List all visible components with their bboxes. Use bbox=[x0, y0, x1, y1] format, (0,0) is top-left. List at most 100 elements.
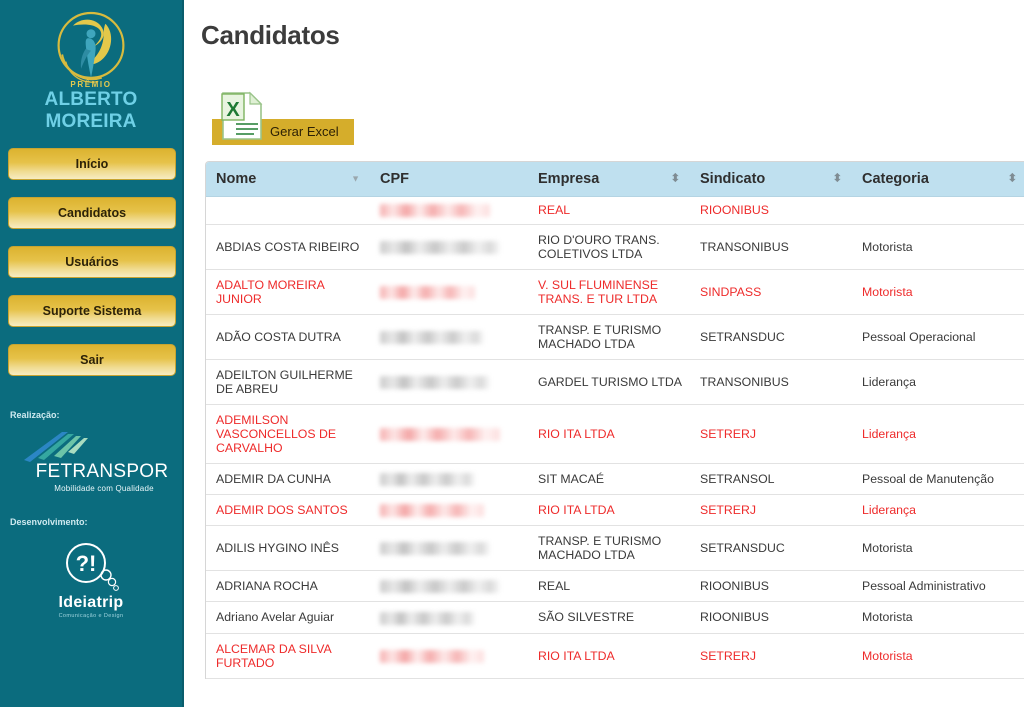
column-header-cpf[interactable]: CPF bbox=[370, 162, 528, 197]
svg-text:X: X bbox=[226, 99, 240, 121]
cell-sindicato: RIOONIBUS bbox=[690, 601, 852, 634]
cell-cpf bbox=[370, 224, 528, 270]
table-row[interactable]: ADEILTON GUILHERME DE ABREU GARDEL TURISM… bbox=[206, 359, 1024, 405]
sidebar-item-inicio[interactable]: Início bbox=[8, 148, 176, 180]
cell-cpf bbox=[370, 359, 528, 405]
column-header-categoria[interactable]: Categoria ⬍ bbox=[852, 162, 1024, 197]
sidebar-item-candidatos[interactable]: Candidatos bbox=[8, 197, 176, 229]
cell-empresa: SÃO SILVESTRE bbox=[528, 601, 690, 634]
table-row[interactable]: ADALTO MOREIRA JUNIOR V. SUL FLUMINENSE T… bbox=[206, 269, 1024, 315]
cell-categoria: Liderança bbox=[852, 404, 1024, 464]
cell-empresa: TRANSP. E TURISMO MACHADO LTDA bbox=[528, 314, 690, 360]
cell-empresa: SIT MACAÉ bbox=[528, 463, 690, 495]
cell-sindicato: RIOONIBUS bbox=[690, 570, 852, 603]
sidebar-item-suporte-sistema[interactable]: Suporte Sistema bbox=[8, 295, 176, 327]
cell-cpf bbox=[370, 601, 528, 634]
table-row[interactable]: ADEMILSON VASCONCELLOS DE CARVALHO RIO IT… bbox=[206, 404, 1024, 464]
desenvolvimento-label: Desenvolvimento: bbox=[10, 517, 88, 527]
cell-nome: ADÃO COSTA DUTRA bbox=[206, 314, 370, 360]
column-label-sindicato: Sindicato bbox=[700, 170, 766, 187]
table-body: REAL RIOONIBUS ABDIAS COSTA RIBEIRO RIO D'O… bbox=[206, 196, 1024, 679]
candidatos-table: Nome ▼ CPF Empresa ⬍ Sindicato bbox=[206, 162, 1024, 679]
cell-nome: ABDIAS COSTA RIBEIRO bbox=[206, 224, 370, 270]
desenvolvimento-credit: Desenvolvimento: ?! Ideiatrip Comunicaçã… bbox=[0, 517, 182, 619]
table-row[interactable]: ADEMIR DA CUNHA SIT MACAÉ SETRANSOL Pessoal… bbox=[206, 463, 1024, 495]
cell-cpf bbox=[370, 314, 528, 360]
table-row[interactable]: ABDIAS COSTA RIBEIRO RIO D'OURO TRANS. CO… bbox=[206, 224, 1024, 270]
redacted-cpf bbox=[380, 504, 484, 517]
redacted-cpf bbox=[380, 611, 475, 625]
sort-both-icon-categoria[interactable]: ⬍ bbox=[1007, 172, 1017, 185]
cell-sindicato: SETRERJ bbox=[690, 633, 852, 679]
cell-categoria bbox=[852, 196, 1024, 225]
cell-categoria: Motorista bbox=[852, 224, 1024, 270]
candidatos-table-wrapper: Nome ▼ CPF Empresa ⬍ Sindicato bbox=[205, 161, 1024, 679]
column-header-sindicato[interactable]: Sindicato ⬍ bbox=[690, 162, 852, 197]
cell-categoria: Motorista bbox=[852, 525, 1024, 571]
sidebar-item-sair[interactable]: Sair bbox=[8, 344, 176, 376]
ideiatrip-logo: ?! Ideiatrip Comunicação e Design bbox=[0, 541, 182, 619]
cell-categoria: Pessoal de Manutenção bbox=[852, 463, 1024, 495]
cell-sindicato: SETRERJ bbox=[690, 494, 852, 527]
realizacao-label: Realização: bbox=[10, 410, 60, 420]
cell-cpf bbox=[370, 196, 528, 225]
table-header: Nome ▼ CPF Empresa ⬍ Sindicato bbox=[206, 162, 1024, 197]
table-row[interactable]: Adriano Avelar Aguiar SÃO SILVESTRE RIOONI… bbox=[206, 601, 1024, 634]
excel-file-icon: X bbox=[221, 91, 263, 140]
page-title: Candidatos bbox=[201, 20, 340, 50]
cell-empresa: RIO D'OURO TRANS. COLETIVOS LTDA bbox=[528, 224, 690, 270]
cell-sindicato: SETRANSDUC bbox=[690, 314, 852, 360]
cell-sindicato: SETRERJ bbox=[690, 404, 852, 464]
sort-both-icon-empresa[interactable]: ⬍ bbox=[670, 172, 680, 185]
cell-sindicato: RIOONIBUS bbox=[690, 196, 852, 225]
column-header-nome[interactable]: Nome ▼ bbox=[206, 162, 370, 197]
table-row[interactable]: REAL RIOONIBUS bbox=[206, 196, 1024, 225]
sort-desc-icon-nome[interactable]: ▼ bbox=[351, 173, 360, 184]
cell-empresa: REAL bbox=[528, 570, 690, 603]
column-header-empresa[interactable]: Empresa ⬍ bbox=[528, 162, 690, 197]
table-row[interactable]: ADILIS HYGINO INÊS TRANSP. E TURISMO MACH… bbox=[206, 525, 1024, 571]
redacted-cpf bbox=[380, 285, 475, 299]
redacted-cpf bbox=[380, 649, 484, 663]
ideiatrip-mark-icon: ?! bbox=[66, 543, 119, 591]
cell-nome: ADEMIR DA CUNHA bbox=[206, 463, 370, 495]
redacted-cpf bbox=[380, 580, 500, 594]
cell-categoria: Pessoal Administrativo bbox=[852, 570, 1024, 603]
sidebar-item-usuarios[interactable]: Usuários bbox=[8, 246, 176, 278]
cell-categoria: Motorista bbox=[852, 269, 1024, 315]
fetranspor-mark-icon bbox=[24, 432, 88, 462]
cell-categoria: Liderança bbox=[852, 359, 1024, 405]
redacted-cpf bbox=[380, 375, 490, 389]
cell-nome: ADILIS HYGINO INÊS bbox=[206, 525, 370, 571]
redacted-cpf bbox=[380, 240, 500, 254]
cell-sindicato: SINDPASS bbox=[690, 269, 852, 315]
cell-nome: ADALTO MOREIRA JUNIOR bbox=[206, 269, 370, 315]
cell-sindicato: SETRANSOL bbox=[690, 463, 852, 495]
redacted-cpf bbox=[380, 472, 475, 486]
sort-both-icon-sindicato[interactable]: ⬍ bbox=[832, 172, 842, 185]
column-label-nome: Nome bbox=[216, 170, 257, 187]
table-row[interactable]: ADRIANA ROCHA REAL RIOONIBUS Pessoal Admini… bbox=[206, 570, 1024, 603]
cell-cpf bbox=[370, 404, 528, 464]
gerar-excel-button[interactable]: X Gerar Excel bbox=[212, 91, 354, 145]
cell-sindicato: TRANSONIBUS bbox=[690, 224, 852, 270]
cell-nome: ADEMILSON VASCONCELLOS DE CARVALHO bbox=[206, 404, 370, 464]
redacted-cpf bbox=[380, 204, 490, 218]
table-row[interactable]: ADEMIR DOS SANTOS RIO ITA LTDA SETRERJ Lide… bbox=[206, 494, 1024, 527]
cell-nome: Adriano Avelar Aguiar bbox=[206, 601, 370, 634]
column-label-empresa: Empresa bbox=[538, 170, 600, 187]
column-label-cpf: CPF bbox=[380, 170, 409, 187]
logo-premio-text: PRÊMIO bbox=[70, 80, 112, 89]
cell-empresa: V. SUL FLUMINENSE TRANS. E TUR LTDA bbox=[528, 269, 690, 315]
ideiatrip-mark-text: ?! bbox=[76, 551, 97, 576]
table-row[interactable]: ADÃO COSTA DUTRA TRANSP. E TURISMO MACHAD… bbox=[206, 314, 1024, 360]
redacted-cpf bbox=[380, 330, 484, 344]
table-row[interactable]: ALCEMAR DA SILVA FURTADO RIO ITA LTDA SETR… bbox=[206, 633, 1024, 679]
cell-sindicato: TRANSONIBUS bbox=[690, 359, 852, 405]
cell-categoria: Motorista bbox=[852, 601, 1024, 634]
cell-categoria: Motorista bbox=[852, 633, 1024, 679]
cell-empresa: REAL bbox=[528, 196, 690, 225]
logo-name-first: Alberto bbox=[44, 89, 138, 110]
cell-categoria: Liderança bbox=[852, 494, 1024, 527]
